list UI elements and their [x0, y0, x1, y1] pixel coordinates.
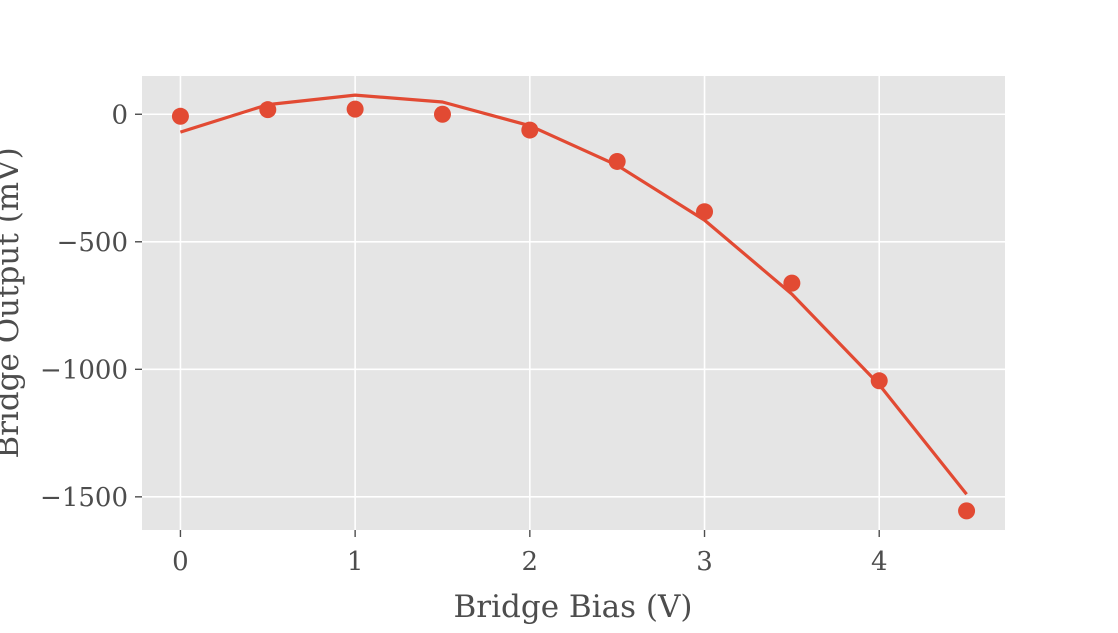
y-tick-label: 0: [111, 100, 128, 130]
axis-ticks: 0 1 2 3 4 0 −500 −1000 −1500: [40, 100, 887, 577]
data-point: [696, 203, 714, 221]
data-point: [259, 101, 277, 119]
x-tick-label: 3: [696, 547, 713, 577]
data-point: [608, 152, 626, 170]
y-axis-title: Bridge Output (mV): [0, 147, 26, 458]
plot-area: [142, 76, 1005, 530]
data-point: [958, 502, 976, 520]
fit-line: [179, 93, 968, 496]
grid-lines: [142, 76, 1005, 530]
x-tick-label: 2: [522, 547, 539, 577]
y-tick-label: −1500: [40, 483, 128, 513]
data-point: [171, 107, 189, 125]
x-tick-label: 4: [871, 547, 888, 577]
fit-line-layer: [179, 93, 968, 496]
x-tick-label: 1: [347, 547, 364, 577]
data-point: [521, 121, 539, 139]
y-tick-label: −1000: [40, 355, 128, 385]
data-point: [870, 372, 888, 390]
data-point: [433, 105, 451, 123]
x-tick-label: 0: [172, 547, 189, 577]
data-point: [346, 100, 364, 118]
data-points: [171, 100, 976, 520]
data-point: [783, 274, 801, 292]
y-tick-label: −500: [57, 228, 128, 258]
x-axis-title: Bridge Bias (V): [454, 589, 693, 625]
